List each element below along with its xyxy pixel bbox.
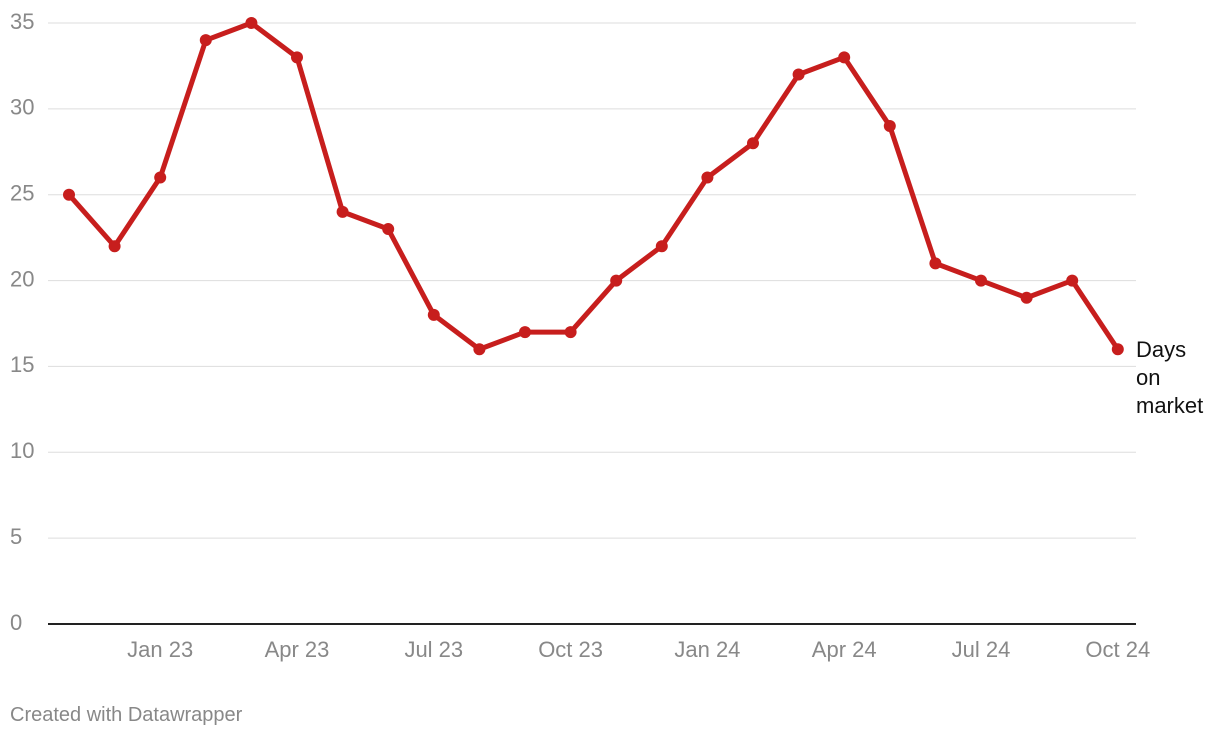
point xyxy=(838,51,851,64)
y-tick-label: 30 xyxy=(10,95,34,120)
point xyxy=(519,326,531,339)
point xyxy=(291,51,303,64)
y-tick-label: 20 xyxy=(10,266,34,291)
y-tick-label: 0 xyxy=(10,610,22,635)
y-tick-label: 10 xyxy=(10,438,34,463)
point xyxy=(610,274,623,287)
point xyxy=(929,257,942,270)
point xyxy=(701,171,714,184)
point xyxy=(1066,274,1079,287)
y-tick-label: 5 xyxy=(10,524,22,549)
x-tick-label: Apr 24 xyxy=(812,637,877,662)
x-tick-label: Oct 24 xyxy=(1085,637,1150,662)
y-tick-label: 35 xyxy=(10,9,34,34)
x-tick-label: Jan 24 xyxy=(674,637,740,662)
point xyxy=(655,240,668,253)
x-tick-label: Jan 23 xyxy=(127,637,193,662)
point xyxy=(245,17,258,29)
y-tick-label: 25 xyxy=(10,181,34,206)
series-label: Days on market xyxy=(1136,337,1204,418)
x-tick-label: Jul 23 xyxy=(404,637,463,662)
point xyxy=(473,343,486,356)
point xyxy=(108,240,121,253)
point xyxy=(427,308,440,321)
point xyxy=(792,68,805,81)
point xyxy=(199,34,212,47)
point xyxy=(564,326,577,339)
x-tick-label: Apr 23 xyxy=(265,637,330,662)
x-tick-label: Jul 24 xyxy=(952,637,1011,662)
point xyxy=(154,171,167,184)
point xyxy=(382,223,395,236)
point xyxy=(63,188,75,201)
y-tick-label: 15 xyxy=(10,352,34,377)
point xyxy=(336,205,349,218)
line xyxy=(67,20,1120,352)
footer: Created with Datawrapper xyxy=(10,704,243,726)
point xyxy=(1111,343,1124,356)
point xyxy=(747,137,759,150)
x-tick-label: Oct 23 xyxy=(538,637,603,662)
point xyxy=(1020,291,1033,304)
point xyxy=(975,274,987,287)
point xyxy=(883,120,896,133)
